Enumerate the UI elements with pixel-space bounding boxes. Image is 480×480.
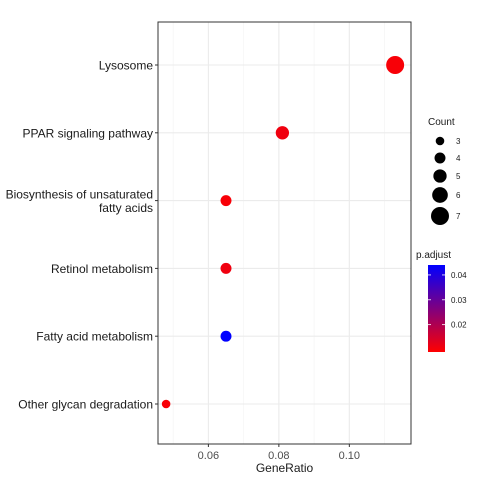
color-legend-label: 0.03 (451, 296, 467, 305)
panel-background (158, 22, 411, 444)
y-axis-label: Biosynthesis of unsaturated fatty acids (6, 187, 153, 215)
data-point (386, 56, 405, 74)
size-legend-dot (431, 207, 449, 225)
size-legend-dot (434, 152, 446, 164)
color-bar (428, 265, 445, 352)
size-legend-title: Count (428, 117, 455, 128)
data-point (161, 399, 171, 409)
x-axis-tick-labels: 0.06 0.08 0.10 (198, 450, 360, 462)
color-legend-label: 0.02 (451, 321, 467, 330)
size-legend-label: 7 (456, 212, 461, 221)
x-tick-label: 0.10 (339, 450, 360, 462)
size-legend: Count 3 4 5 6 7 (428, 117, 461, 225)
x-tick-label: 0.06 (198, 450, 219, 462)
data-point (220, 262, 232, 274)
data-point (220, 330, 232, 342)
y-axis-label-line: fatty acids (99, 201, 153, 215)
size-legend-label: 3 (456, 137, 461, 146)
size-legend-dot (432, 187, 448, 203)
grid-lines (158, 22, 411, 444)
size-legend-dot (435, 136, 445, 146)
y-axis-label: PPAR signaling pathway (22, 126, 153, 140)
color-legend-label: 0.04 (451, 271, 467, 280)
size-legend-label: 5 (456, 172, 461, 181)
y-axis-label: Fatty acid metabolism (36, 330, 153, 344)
size-legend-label: 4 (456, 154, 461, 163)
y-axis-label-line: Biosynthesis of unsaturated (6, 187, 153, 201)
panel-border (157, 21, 412, 445)
color-legend-title: p.adjust (416, 250, 451, 261)
x-tick-label: 0.08 (268, 450, 289, 462)
y-axis-label: Retinol metabolism (51, 262, 153, 276)
data-point (220, 195, 232, 207)
y-axis-label: Other glycan degradation (18, 398, 153, 412)
size-legend-dot (433, 169, 447, 183)
data-point (275, 126, 290, 140)
color-legend-ticks: 0.02 0.03 0.04 (428, 271, 467, 330)
size-legend-items: 3 4 5 6 7 (431, 136, 461, 225)
x-axis-title: GeneRatio (256, 461, 314, 475)
y-axis-label: Lysosome (99, 59, 154, 73)
data-points (161, 56, 405, 409)
color-legend: p.adjust 0.02 0.03 0.04 (416, 250, 467, 352)
y-axis-labels: Lysosome PPAR signaling pathway Biosynthes… (6, 59, 154, 412)
size-legend-label: 6 (456, 191, 461, 200)
